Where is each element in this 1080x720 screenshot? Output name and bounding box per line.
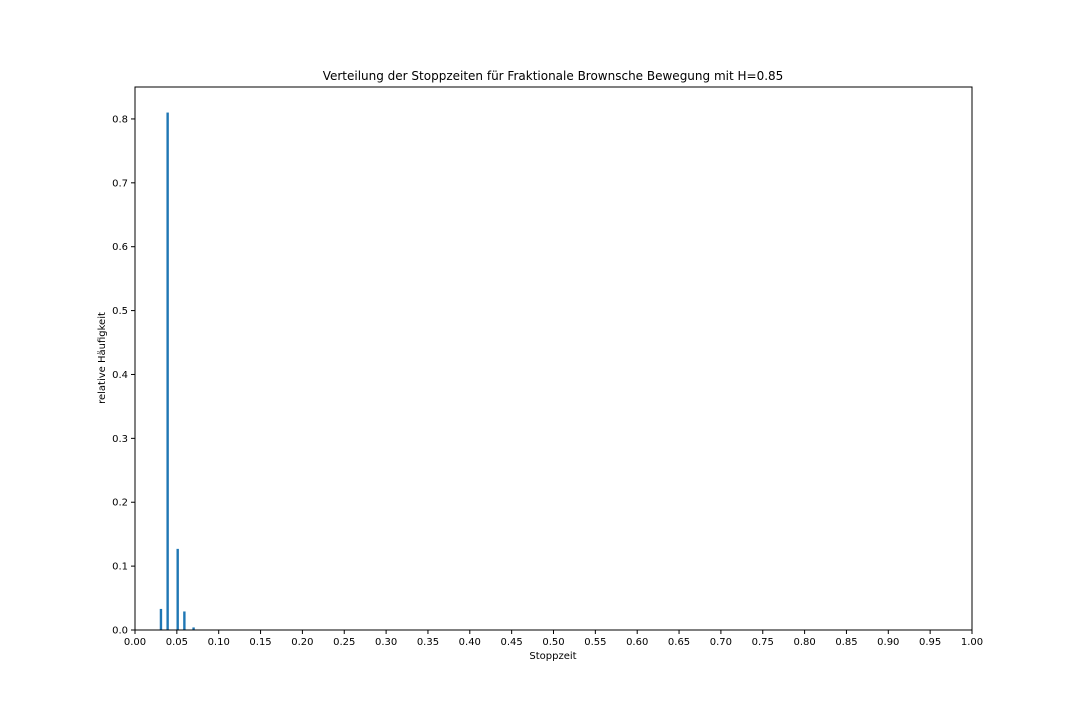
histogram-bar-1 — [166, 112, 169, 631]
x-tick-label: 0.05 — [166, 637, 188, 648]
y-tick-label: 0.3 — [112, 434, 128, 445]
chart-title: Verteilung der Stoppzeiten für Fraktiona… — [323, 69, 784, 83]
histogram-bar-3 — [183, 611, 186, 630]
y-tick-label: 0.0 — [112, 626, 128, 637]
x-tick-label: 0.55 — [584, 637, 606, 648]
x-axis: 0.00 0.05 0.10 0.15 0.20 0.25 0.30 0.35 0.40 0.45… — [124, 630, 983, 648]
x-tick-label: 0.80 — [793, 637, 815, 648]
bars — [159, 112, 195, 631]
x-tick-label: 0.50 — [542, 637, 564, 648]
x-tick-label: 0.40 — [459, 637, 481, 648]
histogram-bar-2 — [176, 548, 179, 630]
x-tick-label: 0.75 — [752, 637, 774, 648]
y-tick-label: 0.5 — [112, 306, 128, 317]
x-tick-label: 0.70 — [710, 637, 732, 648]
x-tick-label: 0.85 — [835, 637, 857, 648]
x-tick-label: 0.35 — [417, 637, 439, 648]
x-tick-label: 0.00 — [124, 637, 146, 648]
x-tick-label: 0.60 — [626, 637, 648, 648]
y-tick-label: 0.7 — [112, 178, 128, 189]
x-tick-label: 0.95 — [919, 637, 941, 648]
y-axis-title: relative Häufigkeit — [97, 312, 108, 404]
x-tick-label: 0.45 — [501, 637, 523, 648]
histogram-bar-4 — [192, 627, 195, 630]
x-tick-label: 1.00 — [961, 637, 983, 648]
y-tick-label: 0.2 — [112, 498, 128, 509]
x-tick-label: 0.20 — [291, 637, 313, 648]
y-tick-label: 0.4 — [112, 370, 128, 381]
y-axis: 0.0 0.1 0.2 0.3 0.4 0.5 0.6 0.7 0.8 — [112, 114, 135, 637]
x-tick-label: 0.25 — [333, 637, 355, 648]
x-tick-label: 0.65 — [668, 637, 690, 648]
x-tick-label: 0.90 — [877, 637, 899, 648]
x-tick-label: 0.30 — [375, 637, 397, 648]
histogram-bar-0 — [159, 608, 163, 630]
x-tick-label: 0.15 — [249, 637, 271, 648]
y-tick-label: 0.6 — [112, 242, 128, 253]
y-tick-label: 0.1 — [112, 562, 128, 573]
x-tick-label: 0.10 — [208, 637, 230, 648]
y-tick-label: 0.8 — [112, 114, 128, 125]
x-axis-title: Stoppzeit — [529, 651, 576, 662]
